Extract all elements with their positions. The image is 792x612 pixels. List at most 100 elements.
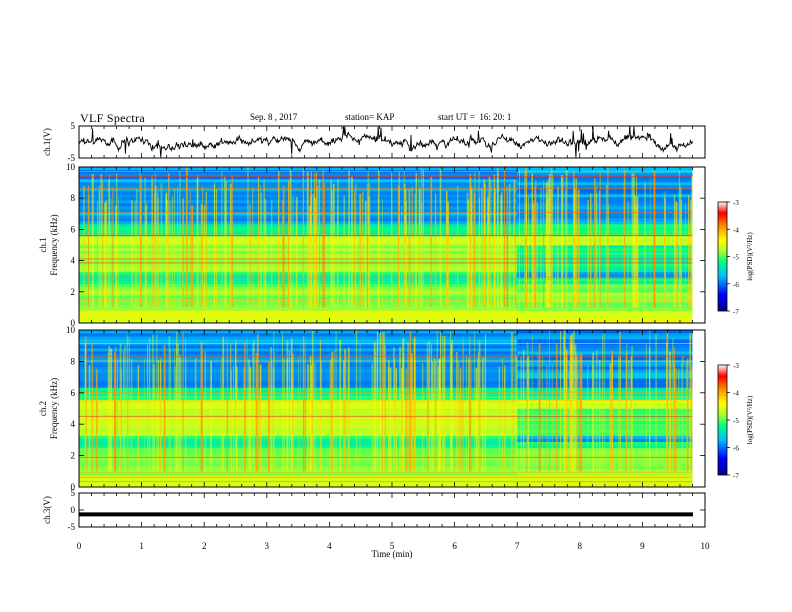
spectrogram-streak — [170, 348, 172, 472]
spectrogram-streak — [572, 344, 574, 472]
spectrogram-streak — [137, 364, 139, 472]
spectrogram-band — [517, 444, 693, 449]
spectrogram-streak — [194, 358, 197, 472]
x-axis-label: Time (min) — [372, 549, 413, 559]
spectrogram-band — [79, 263, 518, 267]
spectrogram-band — [79, 227, 518, 231]
spectrogram-streak — [596, 350, 598, 472]
spectrogram-band — [79, 423, 518, 427]
spectrogram-band — [79, 417, 518, 421]
spectrogram-streak — [428, 340, 431, 472]
spectrogram-streak — [359, 193, 362, 308]
spectrogram-streak — [128, 336, 130, 472]
spectrogram-streak — [575, 353, 577, 472]
spectrogram-streak — [545, 197, 548, 308]
spectrogram-streak — [443, 335, 446, 472]
spectrogram-streak — [112, 187, 114, 308]
spectrogram-band — [517, 194, 693, 198]
spectrogram-streak — [236, 366, 238, 472]
spectrogram-band — [79, 203, 518, 207]
spectrogram-streak — [264, 199, 267, 308]
spectrogram-streak — [143, 358, 145, 472]
spectrogram-band — [517, 206, 693, 210]
spectrogram-streak — [548, 330, 550, 472]
spectrogram-streak — [568, 362, 571, 472]
spectrogram-band — [517, 369, 693, 373]
spectrogram-streak — [139, 168, 141, 308]
spectrogram-streak — [484, 334, 487, 472]
spectrogram-band — [517, 305, 693, 309]
spectrogram-streak — [312, 362, 315, 472]
spectrogram-streak — [418, 176, 420, 308]
spectrogram-streak — [531, 334, 534, 472]
spectrogram-streak — [384, 345, 386, 472]
spectrogram-band — [79, 351, 518, 355]
spectrogram-band — [517, 272, 693, 276]
spectrogram-streak — [575, 178, 577, 308]
spectrogram-streak — [522, 349, 525, 472]
spectrogram-streak — [179, 354, 181, 472]
spectrogram-streak — [504, 364, 506, 472]
spectrogram-band — [79, 372, 518, 376]
spectrogram-streak — [438, 358, 441, 472]
spectrogram-streak — [525, 195, 527, 308]
spectrogram-streak — [594, 365, 596, 472]
spectrogram-streak — [323, 182, 325, 308]
interference-line — [79, 278, 693, 280]
spectrogram-band — [517, 224, 693, 228]
spectrogram-band — [517, 182, 693, 186]
spectrogram-streak — [282, 332, 283, 472]
spectrogram-band — [79, 173, 518, 177]
spectrogram-streak — [226, 338, 228, 472]
spectrogram-streak — [124, 345, 126, 472]
spectrogram-streak — [205, 191, 207, 308]
spectrogram-streak — [510, 331, 513, 472]
spectrogram-band — [79, 209, 518, 213]
spectrogram-streak — [339, 340, 342, 472]
spectrogram-band — [517, 242, 693, 246]
spectrogram-streak — [664, 197, 666, 308]
spectrogram-streak — [246, 339, 248, 472]
spectrogram-streak — [160, 357, 162, 472]
spectrogram-streak — [348, 363, 350, 472]
start-ut-label: start UT = 16: 20: 1 — [438, 112, 512, 122]
spectrogram-streak — [319, 191, 320, 308]
interference-line — [79, 276, 693, 278]
spectrogram-streak — [225, 181, 228, 308]
spectrogram-streak — [402, 337, 405, 472]
spectrogram-band — [517, 411, 693, 415]
spectrogram-streak — [252, 344, 254, 472]
spectrogram-streak — [477, 358, 479, 472]
spectrogram-streak — [636, 196, 639, 308]
interference-line — [79, 188, 693, 190]
spectrogram-streak — [592, 353, 594, 472]
interference-line — [79, 253, 693, 255]
spectrogram-streak — [270, 346, 272, 472]
spectrogram-streak — [483, 356, 485, 472]
spectrogram-streak — [110, 348, 113, 472]
spectrogram-band — [517, 281, 693, 285]
spectrogram-band — [79, 212, 518, 216]
spectrogram-band — [517, 251, 693, 255]
spectrogram-band — [517, 429, 693, 433]
spectrogram-streak — [512, 332, 514, 472]
spectrogram-band — [79, 333, 518, 337]
spectrogram-streak — [379, 332, 382, 472]
spectrogram-streak — [107, 352, 109, 472]
spectrogram-band — [517, 311, 693, 315]
spectrogram-streak — [577, 189, 580, 308]
spectrogram-streak — [450, 344, 452, 472]
spectrogram-band — [79, 236, 518, 240]
spectrogram-streak — [451, 340, 453, 472]
spectrogram-streak — [475, 367, 478, 472]
spectrogram-streak — [292, 353, 294, 472]
spectrogram-streak — [252, 340, 255, 472]
spectrogram-band — [517, 333, 693, 337]
spectrogram-band — [517, 453, 693, 458]
spectrogram-band — [517, 348, 693, 352]
spectrogram-band — [79, 405, 518, 409]
spectrogram-streak — [617, 355, 619, 472]
spectrogram-streak — [344, 349, 347, 472]
spectrogram-streak — [169, 201, 171, 308]
spectrogram-streak — [574, 344, 577, 472]
